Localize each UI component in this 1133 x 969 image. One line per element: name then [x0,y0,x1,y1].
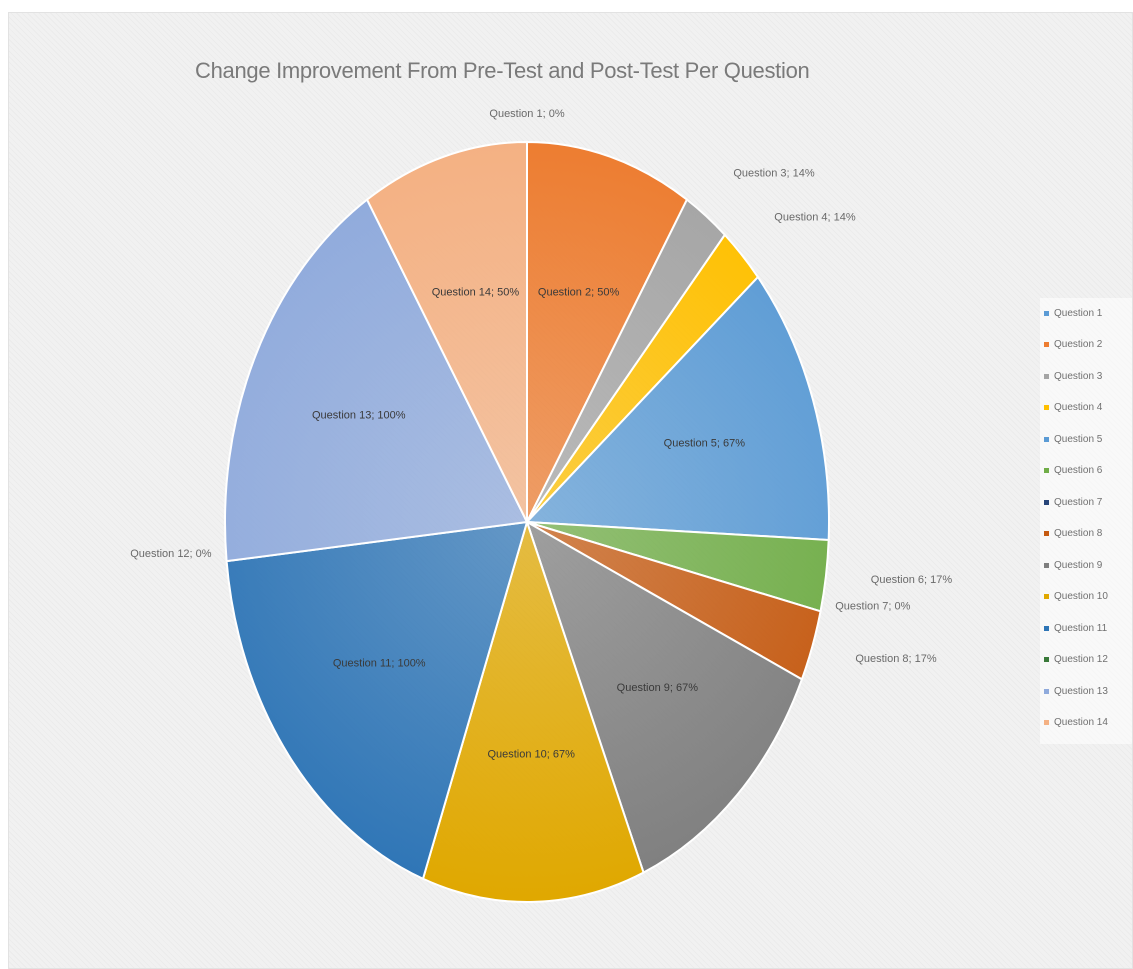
legend-item-3: Question 3 [1044,369,1102,383]
legend-label: Question 14 [1054,717,1108,728]
data-label-9: Question 9; 67% [617,682,699,694]
pie-slice-2 [526,140,689,523]
legend-label: Question 3 [1054,370,1103,382]
legend-marker [1044,342,1049,347]
legend-marker [1044,436,1049,442]
legend-item-13: Question 13 [1044,684,1108,698]
data-label-6: Question 6; 17% [871,574,953,586]
legend-item-14: Question 14 [1044,716,1108,730]
legend-label: Question 12 [1054,654,1108,665]
data-label-4: Question 4; 14% [774,211,856,223]
legend-label: Question 8 [1054,528,1103,539]
pie-slice-9 [525,519,804,874]
data-label-2: Question 2; 50% [538,287,620,299]
legend-marker [1044,405,1049,410]
legend-item-10: Question 10 [1044,590,1108,604]
data-label-11: Question 11; 100% [333,658,426,670]
legend-label: Question 4 [1054,402,1103,413]
data-label-1: Question 1; 0% [489,108,564,120]
legend-marker [1044,625,1049,631]
legend-item-7: Question 7 [1044,495,1102,509]
data-label-13: Question 13; 100% [312,410,406,422]
legend-marker [1044,310,1049,316]
legend-label: Question 10 [1054,591,1108,602]
legend-label: Question 2 [1054,339,1103,350]
legend-marker [1044,594,1049,599]
chart-title: Change Improvement From Pre-Test and Pos… [195,58,810,83]
pie-slice-13 [224,198,529,563]
data-label-5: Question 5; 67% [664,437,746,449]
legend-label: Question 13 [1054,685,1108,697]
legend-item-4: Question 4 [1044,401,1102,415]
legend-marker [1044,531,1049,536]
data-label-3: Question 3; 14% [733,168,815,180]
legend-marker [1044,688,1049,694]
data-label-7: Question 7; 0% [835,601,910,613]
legend-label: Question 5 [1054,433,1103,445]
pie-slice-10 [421,518,645,903]
legend-item-2: Question 2 [1044,338,1102,352]
data-label-12: Question 12; 0% [130,548,212,560]
legend-label: Question 7 [1054,496,1103,508]
data-label-14: Question 14; 50% [432,287,520,299]
data-label-8: Question 8; 17% [855,653,937,665]
legend-label: Question 1 [1054,307,1103,319]
legend-item-5: Question 5 [1044,432,1102,446]
legend-marker [1044,499,1049,505]
data-label-10: Question 10; 67% [487,749,575,761]
legend-marker [1044,468,1049,473]
legend-item-9: Question 9 [1044,558,1102,572]
legend-label: Question 11 [1054,622,1108,634]
legend-marker [1044,720,1049,725]
chart-legend: Question 1 Question 2 Question 3 Question 4… [1040,298,1132,744]
pie-slice-14 [365,140,528,523]
legend-item-11: Question 11 [1044,621,1107,635]
legend-marker [1044,373,1049,379]
legend-item-12: Question 12 [1044,653,1108,667]
legend-item-1: Question 1 [1044,306,1102,320]
legend-label: Question 6 [1054,465,1103,476]
legend-marker [1044,562,1049,568]
legend-marker [1044,657,1049,662]
legend-item-6: Question 6 [1044,464,1102,478]
legend-label: Question 9 [1054,559,1103,571]
legend-item-8: Question 8 [1044,527,1102,541]
pie-slice-11 [225,520,529,881]
pie-slice-5 [524,275,830,542]
